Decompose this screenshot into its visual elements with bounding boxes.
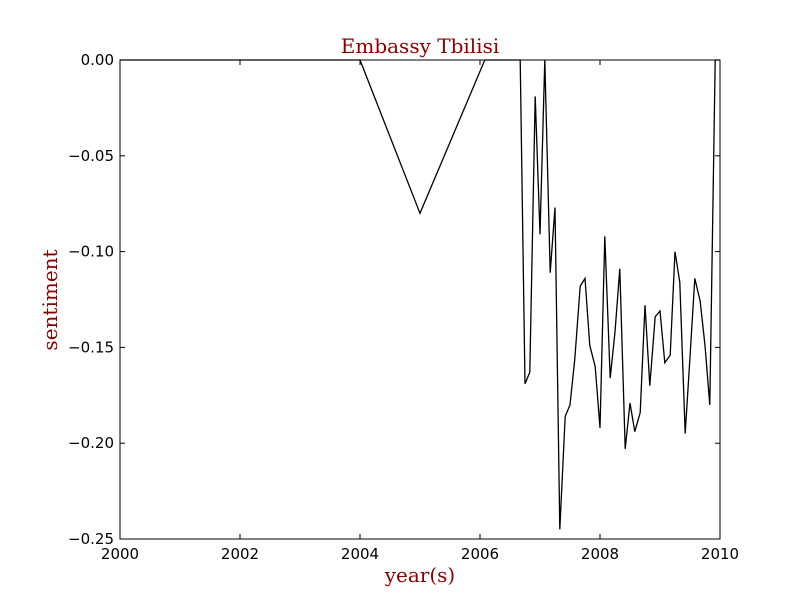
x-tick-label: 2000: [101, 545, 139, 563]
x-tick-label: 2010: [701, 545, 739, 563]
y-tick-label: 0.00: [81, 51, 114, 69]
x-tick-label: 2002: [221, 545, 259, 563]
plot-frame: [119, 59, 721, 540]
x-axis-title: year(s): [384, 563, 456, 587]
y-axis: 0.00 −0.05 −0.10 −0.15 −0.20 −0.25: [68, 51, 720, 548]
x-tick-label: 2008: [581, 545, 619, 563]
y-tick-label: −0.05: [68, 147, 114, 165]
x-tick-label: 2004: [341, 545, 379, 563]
y-axis-title: sentiment: [38, 249, 62, 350]
series-line: [120, 59, 720, 530]
chart-title: Embassy Tbilisi: [341, 34, 499, 58]
x-axis: 2000 2002 2004 2006 2008 2010: [101, 60, 739, 563]
y-tick-label: −0.25: [68, 530, 114, 548]
x-tick-label: 2006: [461, 545, 499, 563]
y-tick-label: −0.20: [68, 434, 114, 452]
plot-background: [120, 60, 720, 539]
plot-area: [119, 59, 721, 540]
y-tick-label: −0.10: [68, 243, 114, 261]
y-tick-label: −0.15: [68, 338, 114, 356]
